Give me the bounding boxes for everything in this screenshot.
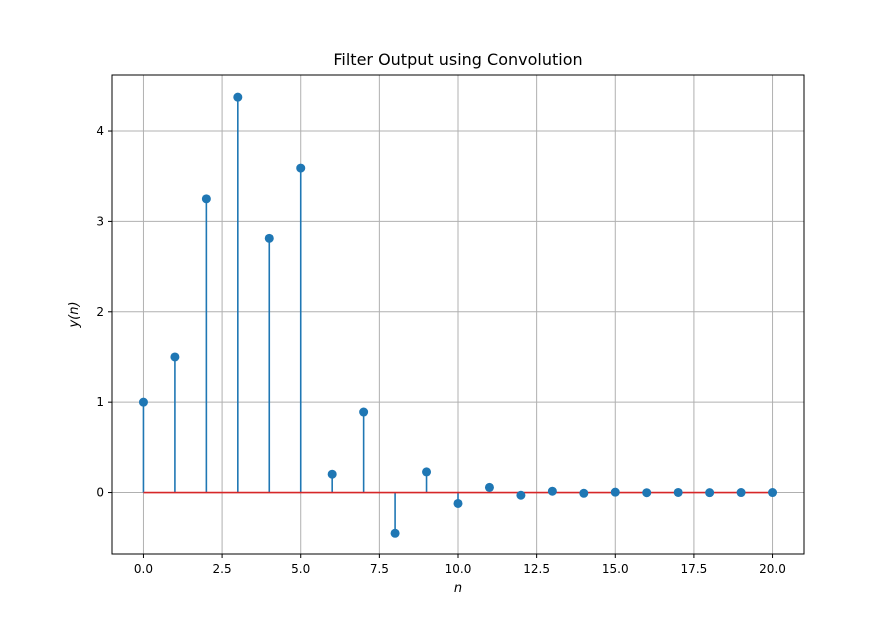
- x-tick-label: 12.5: [523, 562, 550, 576]
- stem-marker: [547, 486, 557, 496]
- stem-marker: [359, 407, 369, 417]
- stem-marker: [233, 92, 243, 102]
- stem-series: [142, 97, 711, 534]
- x-tick-label: 5.0: [291, 562, 310, 576]
- stem-marker: [138, 397, 148, 407]
- grid-lines: [112, 75, 804, 554]
- stem-marker: [768, 488, 778, 498]
- y-tick-label: 3: [96, 214, 104, 228]
- stem-marker: [642, 488, 652, 498]
- y-tick-label: 4: [96, 124, 104, 138]
- x-tick-label: 2.5: [213, 562, 232, 576]
- x-tick-label: 20.0: [759, 562, 786, 576]
- stem-marker: [390, 528, 400, 538]
- stem-marker: [327, 469, 337, 479]
- chart-title: Filter Output using Convolution: [333, 50, 582, 69]
- stem-marker: [201, 194, 211, 204]
- x-tick-label: 7.5: [370, 562, 389, 576]
- stem-marker: [705, 488, 715, 498]
- stem-marker: [264, 233, 274, 243]
- y-tick-label: 0: [96, 486, 104, 500]
- stem-marker: [422, 467, 432, 477]
- x-tick-label: 15.0: [602, 562, 629, 576]
- stem-marker: [610, 487, 620, 497]
- x-axis-title: n: [454, 581, 462, 596]
- stem-marker: [170, 352, 180, 362]
- stem-marker: [673, 487, 683, 497]
- axis-ticks: 0.0 2.5 5.0 7.5 10.0 12.5 15.0 17.5 20.0 0 1 2 3 4: [96, 124, 786, 576]
- x-tick-label: 10.0: [445, 562, 472, 576]
- stem-marker: [296, 163, 306, 173]
- x-tick-label: 0.0: [134, 562, 153, 576]
- stem-marker: [516, 490, 526, 500]
- stem-marker: [579, 488, 589, 498]
- stem-marker: [736, 488, 746, 498]
- y-tick-label: 1: [96, 395, 104, 409]
- stem-markers: [138, 92, 778, 538]
- x-tick-label: 17.5: [681, 562, 708, 576]
- stem-marker: [453, 498, 463, 508]
- y-axis-title: y(n): [67, 301, 82, 328]
- stem-marker: [484, 482, 494, 492]
- y-tick-label: 2: [96, 305, 104, 319]
